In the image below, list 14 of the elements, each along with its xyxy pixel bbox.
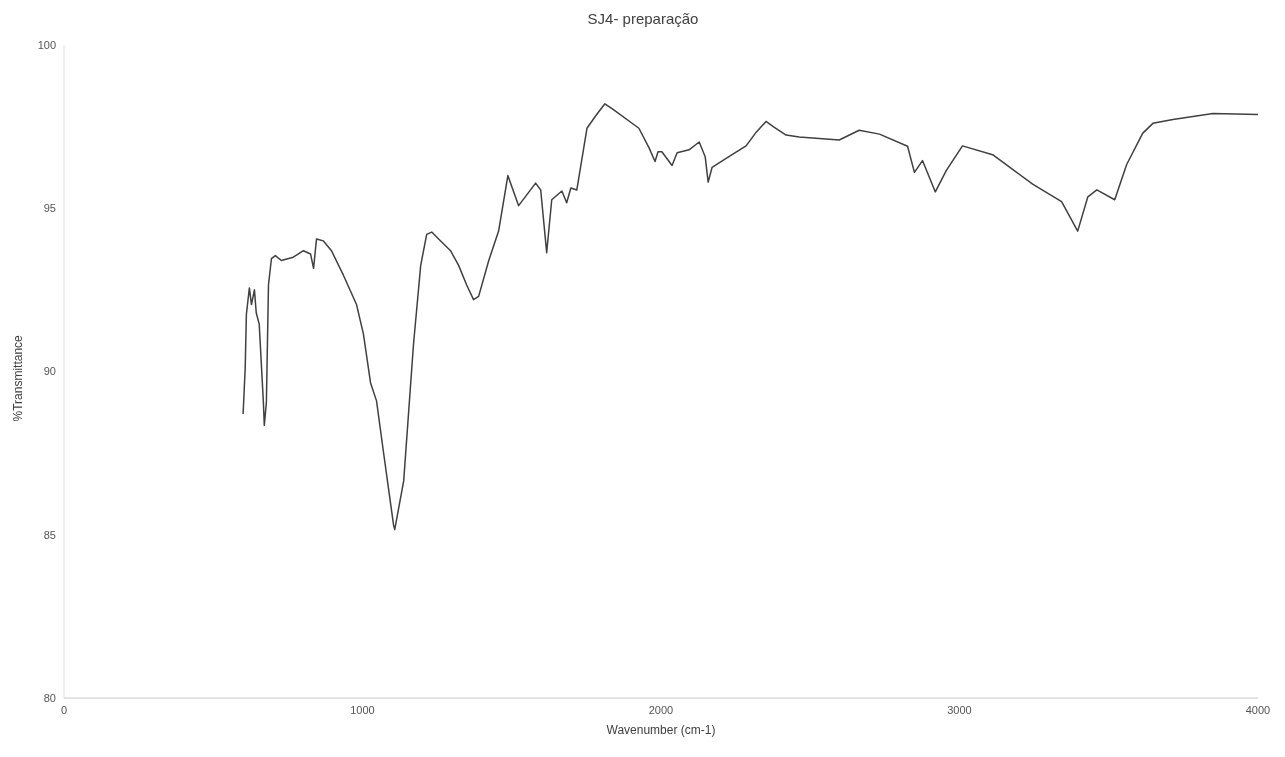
x-tick-label: 3000 <box>947 703 972 716</box>
y-tick-label: 90 <box>43 365 56 378</box>
x-tick-label: 1000 <box>350 703 375 716</box>
x-tick-label: 2000 <box>648 703 674 716</box>
x-tick-label: 0 <box>60 703 68 716</box>
y-tick-label: 100 <box>37 38 56 51</box>
x-axis-title: Wavenumber (cm-1) <box>606 723 716 737</box>
y-tick-label: 85 <box>43 528 56 541</box>
chart-title: SJ4- preparação <box>586 10 700 27</box>
y-axis-title: %Transmittance <box>11 334 26 422</box>
x-tick-label: 4000 <box>1245 703 1271 716</box>
y-tick-label: 80 <box>43 691 56 704</box>
line-series <box>242 103 1258 531</box>
y-tick-label: 95 <box>43 202 56 215</box>
